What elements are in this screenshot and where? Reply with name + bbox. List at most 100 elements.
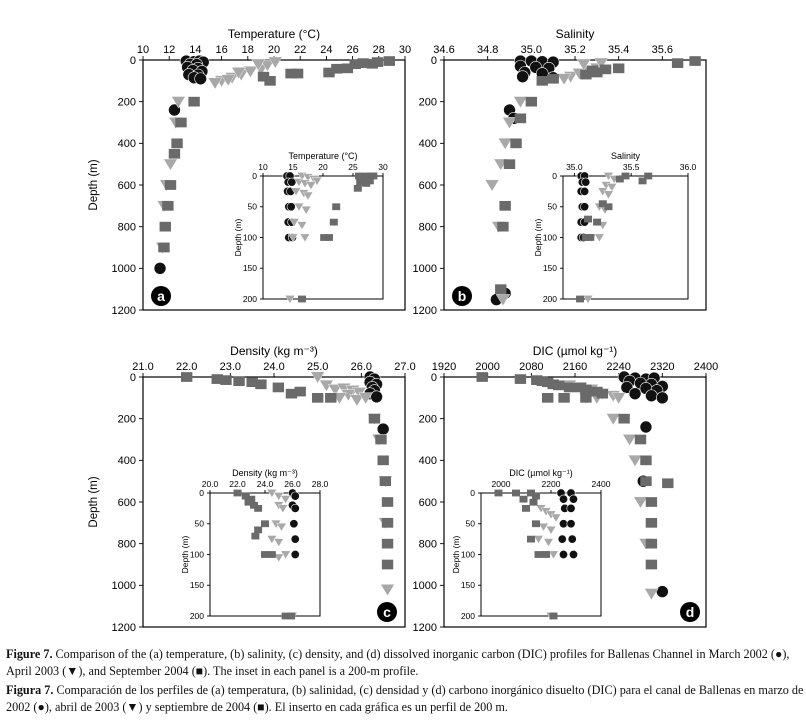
inset-c-point-square [244, 498, 253, 506]
panel-a-point-triangle [207, 77, 223, 90]
panel-c-point-square [377, 455, 389, 466]
inset-b-y-tick-label: 0 [552, 171, 557, 181]
panel-b-point-triangle [497, 137, 513, 150]
inset-a-point-triangle [311, 177, 323, 186]
panel-b-y-tick-label: 600 [419, 180, 437, 192]
panel-c-point-triangle [310, 371, 325, 384]
inset-c-point-square [261, 551, 269, 558]
panel-d-point-triangle [622, 434, 637, 447]
panel-b-point-square [536, 75, 548, 86]
panel-a-y-tick-label: 800 [118, 222, 136, 234]
panel-b-point-triangle [484, 179, 500, 192]
panel-d-point-square [558, 392, 570, 403]
panel-c-point-square [375, 434, 387, 445]
panel-d-y-tick-label: 1000 [413, 580, 437, 592]
inset-d-y-tick-label: 150 [461, 580, 475, 590]
panel-c-point-square [246, 377, 258, 388]
panel-b-point-triangle [576, 58, 591, 71]
panel-b-point-circle [516, 70, 529, 83]
inset-c-point-circle [289, 519, 299, 529]
panel-d-y-tick-label: 0 [431, 372, 437, 384]
panel-d-x-tick-label: 1920 [432, 361, 456, 373]
inset-d-x-tick-label: 2000 [492, 479, 511, 489]
panel-b-point-triangle [502, 117, 517, 130]
inset-a-point-triangle [299, 233, 311, 243]
inset-c-point-square [254, 526, 263, 534]
inset-b-point-square [615, 175, 624, 183]
inset-c-point-square [287, 612, 296, 620]
panel-d-point-square [596, 388, 608, 399]
inset-a-point-triangle [290, 187, 302, 197]
inset-c-y-tick-label: 150 [190, 580, 204, 590]
panel-d-point-circle [639, 420, 653, 434]
panel-c-y-tick-label: 600 [118, 497, 136, 509]
inset-b-x-tick-label: 36.0 [680, 162, 697, 172]
inset-d-y-tick-label: 200 [461, 611, 475, 621]
inset-a-point-triangle [287, 233, 299, 243]
inset-a-point-triangle [296, 221, 308, 230]
inset-a-y-tick-label: 50 [248, 202, 258, 212]
panel-a-point-square [159, 221, 171, 232]
inset-b-y-tick-label: 100 [543, 232, 557, 242]
inset-c-point-circle [290, 534, 300, 544]
inset-a-point-square [353, 184, 362, 192]
inset-c-point-circle [290, 549, 300, 559]
panel-d-x-tick-label: 2320 [650, 361, 674, 373]
panel-c-point-square [381, 497, 394, 507]
panel-c-point-square [294, 386, 306, 397]
panel-b-point-square [497, 221, 509, 232]
panel-d-point-triangle [633, 496, 648, 509]
panel-a-point-square [341, 63, 354, 74]
panel-a-point-square [323, 67, 335, 78]
inset-c-point-square [241, 492, 250, 500]
panel-c-point-square [285, 388, 298, 399]
figure-7-panels: 10 12 14 16 18 20 22 24 26 28 30020040060080010001… [88, 27, 718, 634]
inset-d-title: DIC (µmol kg⁻¹) [509, 468, 572, 478]
panel-b-title: Salinity [556, 27, 595, 41]
panel-a-point-triangle [260, 59, 275, 72]
panel-a-point-square [331, 63, 343, 74]
inset-b-point-square [593, 218, 602, 226]
panel-c-title: Density (kg m⁻³) [230, 344, 318, 358]
inset-c-point-square [261, 520, 269, 528]
inset-c-point-triangle [277, 504, 289, 514]
panel-a-point-square [158, 242, 170, 253]
inset-d-point-circle [566, 519, 576, 529]
inset-a-point-square [325, 234, 333, 241]
caption-spanish-label: Figura 7. [6, 683, 54, 697]
panel-c-y-tick-label: 400 [118, 455, 136, 467]
inset-c-point-square [281, 612, 290, 620]
inset-d-point-square [542, 551, 550, 558]
inset-d-point-circle [568, 494, 578, 504]
inset-a-title: Temperature (°C) [288, 151, 357, 161]
panel-b-point-square [510, 138, 522, 149]
panel-d-x-tick-label: 2000 [475, 361, 499, 373]
panel-c-x-tick-label: 27.0 [394, 361, 415, 373]
panel-b-point-square [689, 56, 701, 66]
panel-c-point-square [379, 476, 392, 487]
panel-a-point-square [188, 96, 200, 107]
panel-c-point-square [381, 559, 394, 570]
inset-a-x-tick-label: 10 [258, 162, 268, 172]
panel-a-y-tick-label: 200 [118, 97, 136, 109]
inset-a-y-tick-label: 0 [252, 171, 257, 181]
panel-b: 34.6 34.8 35.0 35.2 35.4 35.6 0 200 400 600 800 100… [413, 27, 707, 317]
panel-d-point-square [640, 455, 652, 466]
panel-b-point-square [580, 69, 592, 80]
panel-c-point-triangle [349, 394, 365, 407]
panel-a-point-square [168, 148, 181, 159]
inset-d-point-square [532, 492, 540, 500]
inset-a-y-tick-label: 100 [243, 232, 257, 242]
panel-a-y-axis-label: Depth (m) [88, 159, 100, 210]
inset-d-point-circle [558, 494, 568, 504]
inset-a-point-triangle [293, 202, 305, 212]
panel-d-point-square [634, 434, 647, 445]
panel-a-point-square [285, 68, 297, 79]
inset-b-point-square [638, 177, 647, 185]
panel-d-y-tick-label: 800 [419, 539, 437, 551]
panel-c-point-triangle [358, 392, 373, 405]
inset-a-point-square [320, 234, 329, 241]
inset-d-point-square [519, 495, 528, 503]
panel-c-y-axis-label: Depth (m) [88, 476, 100, 527]
inset-d-y-tick-label: 50 [466, 519, 476, 529]
